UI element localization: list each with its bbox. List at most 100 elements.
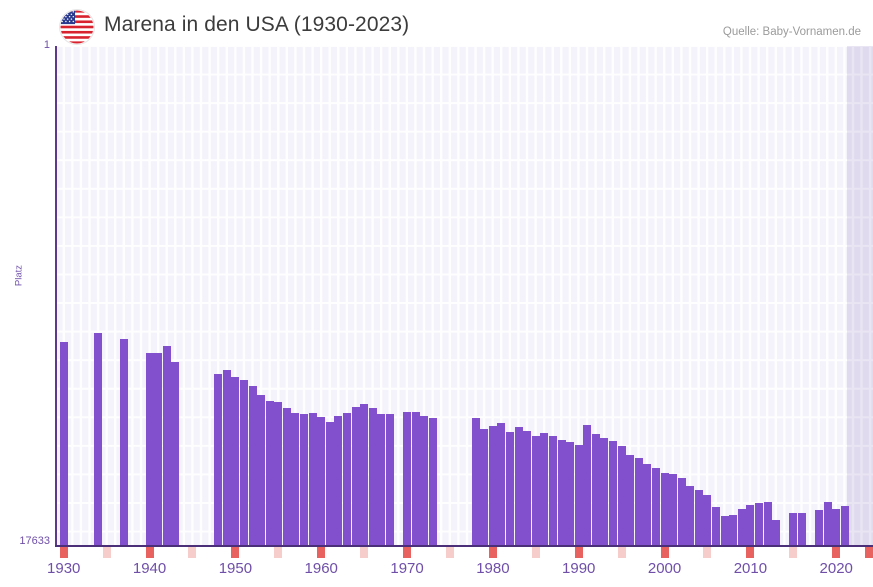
y-axis-line — [55, 46, 57, 546]
bar-1963[interactable] — [342, 413, 351, 546]
x-axis-tick-1965 — [360, 547, 369, 558]
x-axis-tick-1945 — [188, 547, 197, 558]
bar-2009[interactable] — [737, 509, 746, 546]
bar-1952[interactable] — [248, 386, 257, 546]
y-axis-tick-top: 1 — [0, 40, 50, 52]
bar-1940[interactable] — [145, 353, 154, 546]
bar-2004[interactable] — [694, 490, 703, 546]
bar-1955[interactable] — [274, 402, 283, 546]
bars-layer — [55, 46, 873, 546]
bar-1997[interactable] — [634, 458, 643, 546]
bar-1964[interactable] — [351, 407, 360, 546]
bar-1989[interactable] — [566, 442, 575, 546]
bar-1966[interactable] — [368, 408, 377, 546]
x-axis-tick-1990 — [574, 547, 583, 558]
plot-area — [55, 46, 873, 546]
x-axis-tick-1940 — [145, 547, 154, 558]
x-axis-label-2000: 2000 — [647, 560, 682, 577]
bar-2020[interactable] — [832, 509, 841, 546]
bar-1994[interactable] — [609, 441, 618, 546]
bar-2008[interactable] — [729, 515, 738, 546]
x-axis-label-1980: 1980 — [476, 560, 510, 577]
bar-1996[interactable] — [626, 455, 635, 546]
bar-1953[interactable] — [257, 395, 266, 546]
bar-2007[interactable] — [720, 516, 729, 546]
bar-2003[interactable] — [686, 486, 695, 546]
bar-1951[interactable] — [239, 380, 248, 546]
bar-2010[interactable] — [746, 505, 755, 546]
x-axis-tick-2000 — [660, 547, 669, 558]
bar-1943[interactable] — [171, 362, 180, 546]
bar-1988[interactable] — [557, 440, 566, 546]
bar-1957[interactable] — [291, 413, 300, 546]
bar-1967[interactable] — [377, 414, 386, 546]
bar-1985[interactable] — [531, 436, 540, 546]
bar-2016[interactable] — [797, 513, 806, 546]
bar-1998[interactable] — [643, 464, 652, 546]
bar-1991[interactable] — [583, 425, 592, 546]
bar-1954[interactable] — [265, 401, 274, 546]
x-axis-tick-1935 — [102, 547, 111, 558]
y-axis-title: Platz — [13, 264, 25, 287]
bar-1965[interactable] — [360, 404, 369, 546]
y-axis-tick-top-label: 1 — [43, 39, 50, 51]
bar-1973[interactable] — [428, 418, 437, 546]
bar-1978[interactable] — [471, 418, 480, 546]
bar-1930[interactable] — [59, 342, 68, 546]
bar-1962[interactable] — [334, 416, 343, 546]
bar-2013[interactable] — [772, 520, 781, 546]
bar-1960[interactable] — [317, 417, 326, 546]
bar-1993[interactable] — [600, 438, 609, 546]
x-axis-tick-2010 — [746, 547, 755, 558]
bar-1979[interactable] — [480, 429, 489, 546]
bar-1983[interactable] — [514, 427, 523, 546]
bar-2005[interactable] — [703, 495, 712, 546]
x-axis-tick-1950 — [231, 547, 240, 558]
x-axis-tick-1980 — [488, 547, 497, 558]
bar-1959[interactable] — [308, 413, 317, 546]
bar-1968[interactable] — [385, 414, 394, 546]
bar-1934[interactable] — [94, 333, 103, 546]
bar-1981[interactable] — [497, 423, 506, 546]
bar-2021[interactable] — [840, 506, 849, 546]
x-axis-tick-2015 — [789, 547, 798, 558]
bar-1980[interactable] — [488, 426, 497, 546]
bar-1971[interactable] — [411, 412, 420, 546]
bar-1982[interactable] — [506, 432, 515, 546]
chart-source-label: Quelle: Baby-Vornamen.de — [722, 26, 861, 38]
bar-1961[interactable] — [325, 422, 334, 546]
bar-2001[interactable] — [669, 474, 678, 546]
bar-2002[interactable] — [677, 478, 686, 546]
x-axis-labels: 1930 1940 1950 1960 1970 1980 1990 2000 2010 2020 — [47, 560, 873, 584]
bar-1941[interactable] — [154, 353, 163, 546]
bar-2018[interactable] — [815, 510, 824, 546]
bar-2000[interactable] — [660, 473, 669, 546]
x-axis-tick-end — [865, 547, 873, 558]
bar-1949[interactable] — [222, 370, 231, 546]
bar-2015[interactable] — [789, 513, 798, 546]
bar-1958[interactable] — [300, 414, 309, 546]
bar-1992[interactable] — [591, 434, 600, 546]
bar-1972[interactable] — [420, 416, 429, 546]
x-axis-tick-1985 — [531, 547, 540, 558]
bar-1942[interactable] — [162, 346, 171, 546]
x-axis-label-1970: 1970 — [390, 560, 424, 577]
bar-1970[interactable] — [403, 412, 412, 546]
bar-1990[interactable] — [574, 445, 583, 546]
bar-1956[interactable] — [282, 408, 291, 546]
bar-2006[interactable] — [712, 507, 721, 546]
bar-1986[interactable] — [540, 433, 549, 546]
bar-1987[interactable] — [548, 436, 557, 546]
x-axis-tick-2020 — [832, 547, 841, 558]
x-axis-tick-1975 — [445, 547, 454, 558]
bar-1948[interactable] — [214, 374, 223, 546]
bar-2019[interactable] — [823, 502, 832, 546]
bar-1937[interactable] — [119, 339, 128, 546]
bar-1995[interactable] — [617, 446, 626, 546]
bar-1999[interactable] — [651, 468, 660, 546]
bar-2012[interactable] — [763, 502, 772, 546]
bar-2011[interactable] — [754, 503, 763, 546]
bar-1950[interactable] — [231, 377, 240, 546]
x-axis-ticks — [55, 547, 873, 559]
bar-1984[interactable] — [523, 431, 532, 546]
